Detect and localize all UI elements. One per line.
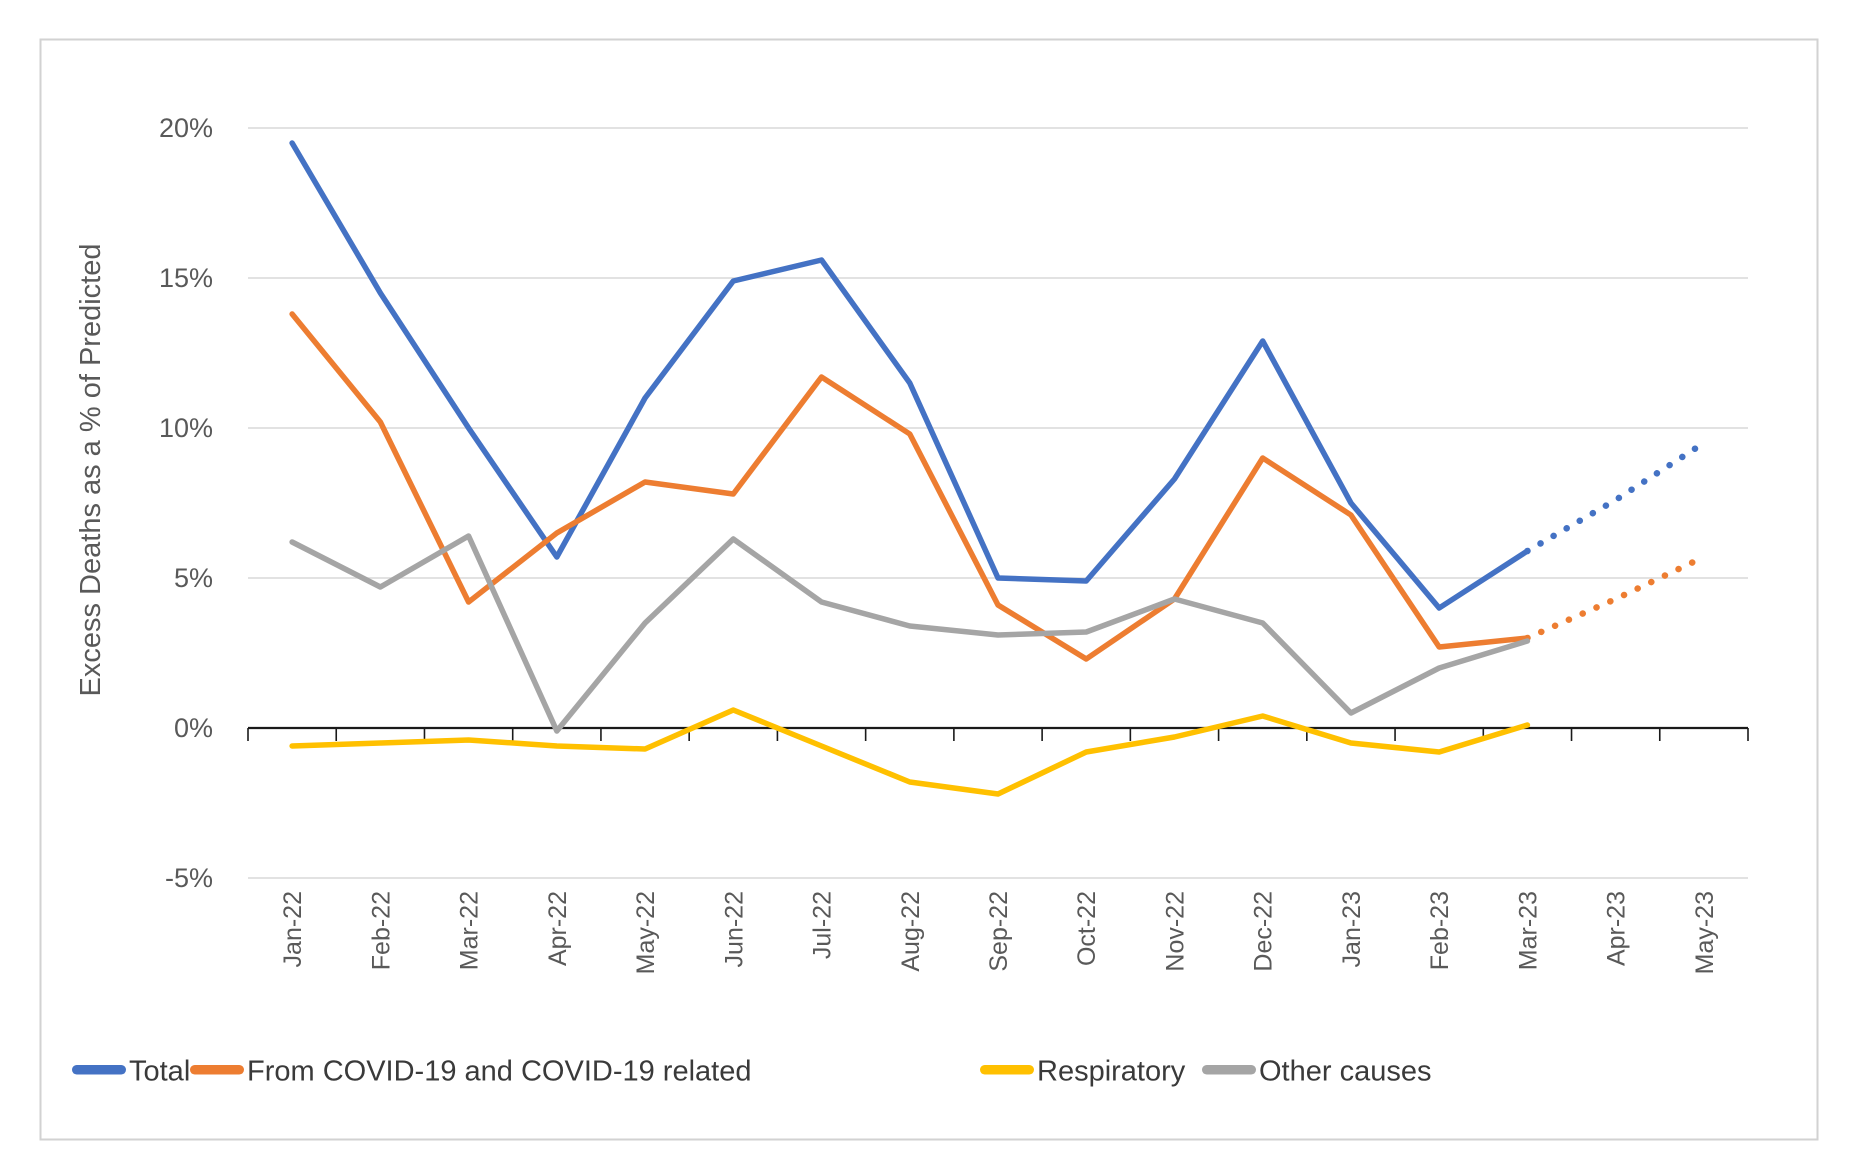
x-tick-label-Feb-23: Feb-23 <box>1426 891 1454 970</box>
y-tick-label: -5% <box>165 863 213 893</box>
legend-marker-icon <box>72 1065 126 1075</box>
legend-item-respiratory: Respiratory <box>980 1056 1186 1088</box>
legend-label: Total <box>129 1056 190 1088</box>
legend-marker-icon <box>1202 1065 1256 1075</box>
y-axis-title: Excess Deaths as a % of Predicted <box>75 244 107 697</box>
y-tick-label: 10% <box>159 413 213 443</box>
x-tick-label-Sep-22: Sep-22 <box>985 891 1013 972</box>
x-tick-label-Nov-22: Nov-22 <box>1161 891 1189 972</box>
series-line-total <box>289 140 1531 611</box>
legend-label: Respiratory <box>1037 1056 1186 1088</box>
x-tick-label-Jun-22: Jun-22 <box>720 891 748 967</box>
chart-border <box>39 38 1819 1141</box>
x-tick-label-May-23: May-23 <box>1691 891 1719 974</box>
legend: Total From COVID-19 and COVID-19 related R… <box>72 1056 1431 1088</box>
x-tick-label-Mar-22: Mar-22 <box>456 891 484 970</box>
x-tick-label-Oct-22: Oct-22 <box>1073 891 1101 966</box>
x-tick-label-Feb-22: Feb-22 <box>367 891 395 970</box>
legend-item-other-causes: Other causes <box>1202 1056 1431 1088</box>
legend-marker-icon <box>190 1065 244 1075</box>
legend-item-total: Total <box>72 1056 190 1088</box>
x-tick-label-Aug-22: Aug-22 <box>897 891 925 972</box>
x-tick-label-Jan-23: Jan-23 <box>1338 891 1366 967</box>
series-line-respiratory <box>289 707 1531 797</box>
series-line-from-covid-19-and-covid-19-related <box>289 311 1531 662</box>
legend-item-from-covid-19-and-covid-19-related: From COVID-19 and COVID-19 related <box>190 1056 751 1088</box>
legend-marker-icon <box>980 1065 1034 1075</box>
series-line-other-causes <box>289 533 1531 734</box>
x-tick-label-Jul-22: Jul-22 <box>809 891 837 959</box>
x-tick-label-Apr-22: Apr-22 <box>544 891 572 966</box>
legend-label: From COVID-19 and COVID-19 related <box>247 1056 751 1088</box>
x-tick-label-Mar-23: Mar-23 <box>1514 891 1542 970</box>
x-tick-label-May-22: May-22 <box>632 891 660 974</box>
y-axis-tick-labels: 20% 15% 10% 5% 0% -5% <box>159 113 213 893</box>
y-tick-label: 5% <box>174 563 213 593</box>
y-tick-label: 20% <box>159 113 213 143</box>
x-tick-label-Dec-22: Dec-22 <box>1250 891 1278 972</box>
x-tick-label-Jan-22: Jan-22 <box>279 891 307 967</box>
legend-label: Other causes <box>1259 1056 1431 1088</box>
y-tick-label: 0% <box>174 713 213 743</box>
series-forecast-dotted-from-covid-19-and-covid-19-related <box>1524 553 1708 642</box>
series-lines <box>289 140 1708 797</box>
x-axis-tick-labels: Jan-22 Feb-22 Mar-22 Apr-22 May-22 Jun-22 Jul-… <box>279 891 1719 974</box>
x-tick-label-Apr-23: Apr-23 <box>1603 891 1631 966</box>
y-tick-label: 15% <box>159 263 213 293</box>
